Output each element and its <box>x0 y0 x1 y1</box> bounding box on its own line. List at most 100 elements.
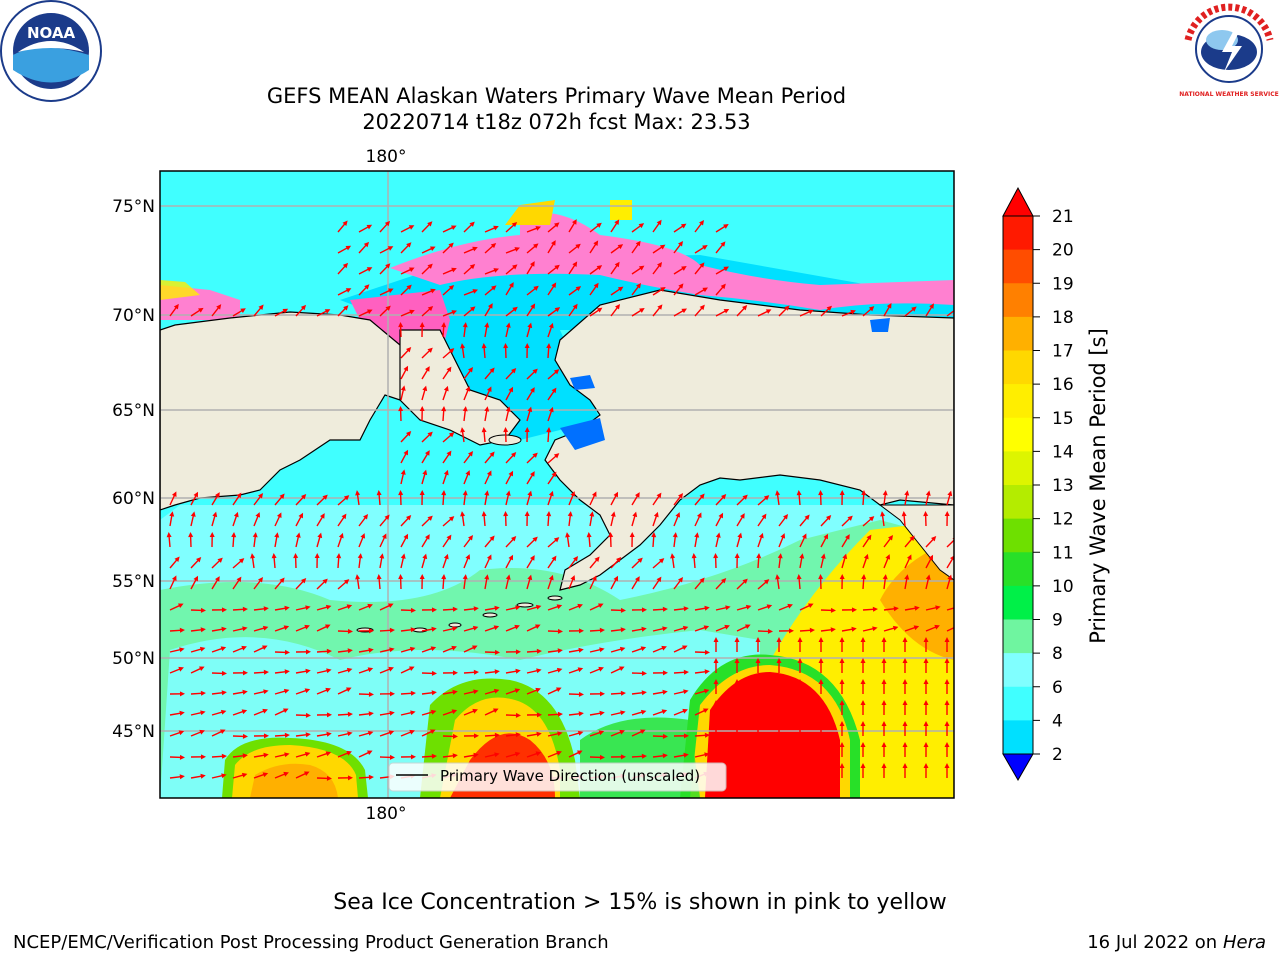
wave-arrow <box>946 607 954 611</box>
wave-arrow-head <box>486 386 492 392</box>
wave-arrow-head <box>902 700 908 705</box>
wave-arrow-head <box>956 605 961 610</box>
wave-arrow-head <box>379 553 385 559</box>
wave-arrow <box>694 579 704 590</box>
wave-arrow-head <box>554 307 561 313</box>
wave-arrow-head <box>409 729 415 735</box>
wave-arrow-head <box>881 742 887 747</box>
wave-arrow-head <box>494 752 500 758</box>
wave-arrow-head <box>367 603 373 609</box>
wave-arrow-head <box>469 263 476 270</box>
wave-arrow <box>547 389 556 401</box>
wave-arrow <box>610 558 620 569</box>
wave-arrow <box>274 514 281 527</box>
wave-arrow-head <box>639 308 645 313</box>
wave-arrow <box>442 517 453 527</box>
colorbar-segment <box>1003 653 1033 688</box>
land-chukotka <box>399 329 521 446</box>
wave-arrow <box>673 224 685 233</box>
wave-arrow-head <box>200 754 206 760</box>
land-alaska <box>544 289 954 591</box>
wave-arrow-head <box>740 513 745 519</box>
wave-arrow-head <box>388 666 394 672</box>
wave-arrow-head <box>493 268 500 273</box>
wave-arrow-head <box>577 667 584 673</box>
wave-arrow-head <box>524 427 530 433</box>
nws-logo-text: NATIONAL WEATHER SERVICE <box>1179 91 1278 98</box>
wave-arrow-head <box>460 427 466 433</box>
wave-arrow-head <box>491 285 497 291</box>
wave-arrow-head <box>410 607 416 613</box>
wave-arrow-head <box>620 710 626 716</box>
wave-arrow <box>694 306 704 317</box>
wave-arrow <box>169 558 179 569</box>
wave-arrow <box>295 515 303 527</box>
wave-arrow-head <box>923 721 929 726</box>
wave-arrow-head <box>599 691 605 697</box>
wave-arrow-head <box>398 322 404 328</box>
wave-arrow-head <box>195 557 202 563</box>
wave-arrow-head <box>761 513 767 520</box>
wave-arrow-head <box>503 343 509 349</box>
wave-arrow-head <box>527 574 533 581</box>
lat-label-70: 70°N <box>112 306 155 326</box>
wave-arrow-head <box>355 490 361 496</box>
wave-arrow <box>169 712 182 716</box>
wave-arrow-head <box>818 763 824 768</box>
colorbar-tick-label: 19 <box>1052 274 1074 294</box>
wave-arrow-head <box>860 763 866 768</box>
wave-arrow-head <box>282 308 289 314</box>
wave-arrow-head <box>641 626 647 632</box>
wave-arrow-head <box>326 775 332 781</box>
wave-arrow <box>505 453 515 464</box>
wave-arrow-head <box>928 554 934 561</box>
wave-arrow-head <box>567 511 573 517</box>
wave-arrow-head <box>452 606 458 612</box>
wave-arrow-head <box>944 742 950 747</box>
colorbar-segment <box>1003 283 1033 318</box>
wave-arrow-head <box>484 322 490 328</box>
wave-arrow-head <box>596 307 603 313</box>
wave-arrow-head <box>284 605 290 611</box>
wave-arrow-head <box>797 721 803 726</box>
wave-arrow-head <box>343 305 349 311</box>
wave-arrow <box>694 709 707 716</box>
wave-arrow-head <box>363 241 370 248</box>
colorbar-label: Primary Wave Mean Period [s] <box>1086 328 1110 644</box>
wave-arrow-head <box>577 750 583 756</box>
wave-arrow-head <box>263 606 269 612</box>
wave-arrow <box>526 244 537 254</box>
wave-arrow-head <box>776 742 782 747</box>
wave-arrow-head <box>304 751 311 757</box>
wave-arrow-head <box>494 649 500 655</box>
wave-arrow-head <box>640 729 646 735</box>
wave-arrow-head <box>346 604 353 610</box>
wave-arrow-head <box>284 649 290 655</box>
wave-arrow-head <box>572 303 578 310</box>
wave-arrow-head <box>935 605 941 611</box>
wave-arrow-head <box>347 648 353 654</box>
wave-arrow-head <box>508 554 514 561</box>
wave-arrow-head <box>505 574 511 580</box>
wave-arrow-head <box>565 532 571 538</box>
wave-arrow-head <box>481 511 487 517</box>
wave-arrow-head <box>398 490 404 496</box>
wave-arrow-head <box>250 553 256 559</box>
wave-arrow-head <box>448 432 455 438</box>
wave-arrow-head <box>797 742 803 747</box>
wave-arrow-head <box>536 731 542 737</box>
wave-arrow-head <box>263 752 269 758</box>
wave-arrow-head <box>809 627 815 633</box>
wave-arrow-head <box>755 700 761 705</box>
colorbar-tick-label: 11 <box>1052 543 1074 563</box>
wave-arrow-head <box>514 751 521 757</box>
colorbar-segment <box>1003 619 1033 654</box>
wave-arrow-head <box>451 225 457 231</box>
wave-arrow-head <box>488 303 493 309</box>
wave-arrow-head <box>409 646 416 652</box>
wave-arrow-head <box>252 532 258 538</box>
wave-arrow-head <box>670 553 676 559</box>
wave-arrow-head <box>408 225 415 230</box>
wave-arrow <box>232 691 245 695</box>
wave-arrow-head <box>343 579 350 585</box>
